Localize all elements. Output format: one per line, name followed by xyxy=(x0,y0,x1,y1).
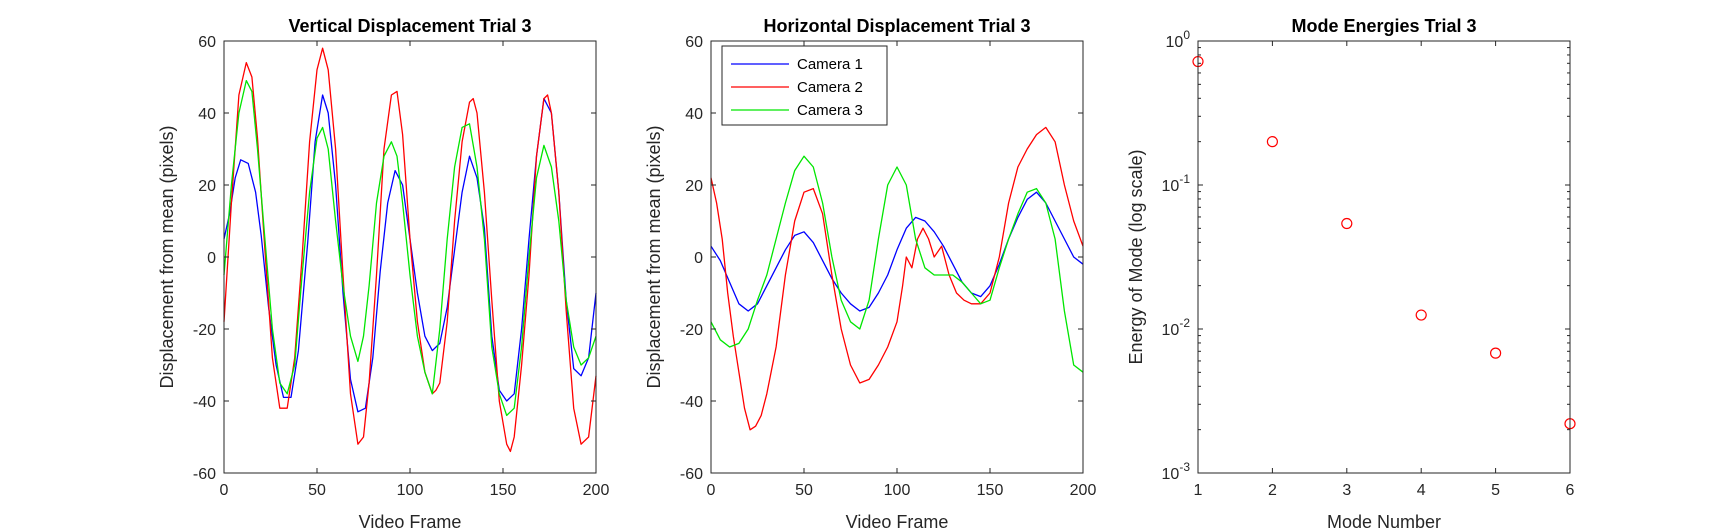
y-tick-label: 10-2 xyxy=(1162,316,1191,339)
x-tick-label: 1 xyxy=(1194,482,1203,499)
y-tick-label: -20 xyxy=(193,322,216,339)
plot-area xyxy=(1197,40,1571,474)
y-tick-label: 100 xyxy=(1166,28,1191,51)
x-tick-label: 50 xyxy=(308,482,326,499)
y-tick-label: 10-3 xyxy=(1162,460,1191,483)
y-tick-label: -60 xyxy=(193,466,216,483)
y-tick-label: 0 xyxy=(207,250,216,267)
y-tick-label: 10-1 xyxy=(1162,172,1191,195)
plot-area xyxy=(223,40,597,474)
chart-title: Vertical Displacement Trial 3 xyxy=(288,16,531,36)
plot-marks xyxy=(223,47,597,453)
chart-title: Horizontal Displacement Trial 3 xyxy=(763,16,1030,36)
x-tick-label: 0 xyxy=(220,482,229,499)
x-tick-label: 4 xyxy=(1417,482,1426,499)
y-axis-label: Energy of Mode (log scale) xyxy=(1126,149,1146,364)
series-line-camera-2 xyxy=(710,126,1084,431)
x-tick-label: 150 xyxy=(490,482,517,499)
y-tick-label: 60 xyxy=(198,34,216,51)
y-tick-label: 20 xyxy=(685,178,703,195)
x-axis-label: Video Frame xyxy=(846,512,949,532)
y-axis-label: Displacement from mean (pixels) xyxy=(644,125,664,388)
y-tick-label: -40 xyxy=(193,394,216,411)
y-tick-label: 40 xyxy=(198,106,216,123)
series-line-camera-1 xyxy=(710,191,1084,312)
data-point xyxy=(1489,347,1502,359)
vertical-displacement-panel: 0 50 100 150 200 -60 -40 -20 0 20 40 60 Vertical Di… xyxy=(157,16,609,532)
horizontal-displacement-panel: 0 50 100 150 200 -60 -40 -20 0 20 40 60 Horizontal … xyxy=(644,16,1096,532)
y-axis-label: Displacement from mean (pixels) xyxy=(157,125,177,388)
x-tick-label: 3 xyxy=(1342,482,1351,499)
x-tick-label: 200 xyxy=(583,482,610,499)
axis-ticks: 1 2 3 4 5 6 100 10-1 10-2 10-3 xyxy=(1162,28,1575,499)
y-tick-label: 40 xyxy=(685,106,703,123)
x-tick-label: 100 xyxy=(884,482,911,499)
plot-marks xyxy=(710,126,1084,431)
axes-frame xyxy=(1197,40,1571,474)
series-line-2 xyxy=(223,47,597,453)
legend: Camera 1 Camera 2 Camera 3 xyxy=(721,45,888,126)
series-line-3 xyxy=(223,79,597,417)
x-tick-label: 5 xyxy=(1491,482,1500,499)
data-point xyxy=(1266,136,1279,148)
axis-ticks: 0 50 100 150 200 -60 -40 -20 0 20 40 60 xyxy=(193,34,610,499)
chart-title: Mode Energies Trial 3 xyxy=(1291,16,1476,36)
axis-ticks: 0 50 100 150 200 -60 -40 -20 0 20 40 60 xyxy=(680,34,1097,499)
y-tick-label: 0 xyxy=(694,250,703,267)
y-tick-label: 60 xyxy=(685,34,703,51)
y-tick-label: -40 xyxy=(680,394,703,411)
legend-label-camera-1: Camera 1 xyxy=(797,56,863,73)
x-tick-label: 100 xyxy=(397,482,424,499)
x-tick-label: 50 xyxy=(795,482,813,499)
x-axis-label: Mode Number xyxy=(1327,512,1441,532)
y-tick-label: -60 xyxy=(680,466,703,483)
x-tick-label: 0 xyxy=(707,482,716,499)
series-line-camera-3 xyxy=(710,155,1084,373)
y-tick-label: -20 xyxy=(680,322,703,339)
legend-box xyxy=(721,45,888,126)
x-tick-label: 2 xyxy=(1268,482,1277,499)
x-tick-label: 200 xyxy=(1070,482,1097,499)
x-axis-label: Video Frame xyxy=(359,512,462,532)
data-point xyxy=(1415,309,1427,321)
legend-label-camera-3: Camera 3 xyxy=(797,102,863,119)
y-tick-label: 20 xyxy=(198,178,216,195)
x-tick-label: 150 xyxy=(977,482,1004,499)
legend-label-camera-2: Camera 2 xyxy=(797,79,863,96)
data-point xyxy=(1341,217,1353,230)
mode-energies-panel: 1 2 3 4 5 6 100 10-1 10-2 10-3 Mode Energies Tria… xyxy=(1126,16,1576,532)
x-tick-label: 6 xyxy=(1566,482,1575,499)
